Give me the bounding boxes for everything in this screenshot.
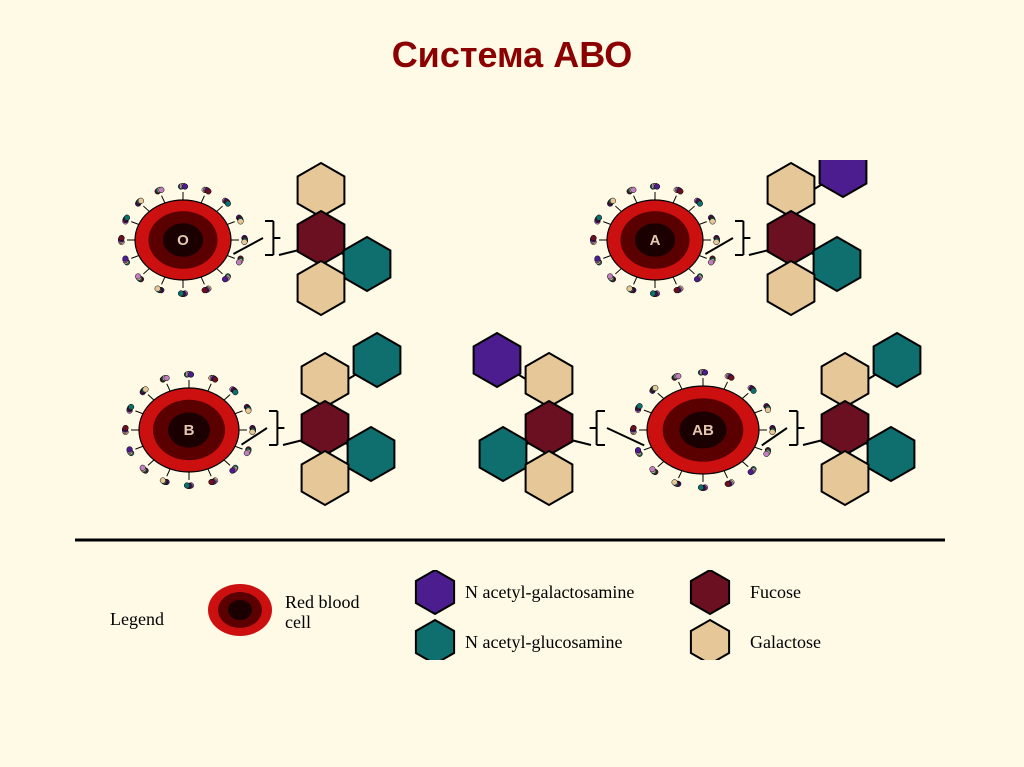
abo-diagram: OABAB bbox=[65, 160, 965, 620]
svg-text:Red blood: Red blood bbox=[285, 592, 360, 612]
svg-text:Fucose: Fucose bbox=[750, 582, 801, 602]
svg-text:O: O bbox=[177, 232, 189, 249]
page-title: Система АВО bbox=[0, 34, 1024, 76]
svg-text:Galactose: Galactose bbox=[750, 632, 821, 652]
svg-text:cell: cell bbox=[285, 612, 311, 632]
svg-text:A: A bbox=[650, 232, 661, 249]
svg-text:B: B bbox=[184, 422, 195, 439]
svg-text:AB: AB bbox=[692, 422, 714, 439]
legend: Legend Red bloodcell N acetyl-galactosamin… bbox=[70, 570, 960, 660]
svg-text:Legend: Legend bbox=[110, 609, 164, 629]
svg-text:N acetyl-galactosamine: N acetyl-galactosamine bbox=[465, 582, 634, 602]
svg-text:N acetyl-glucosamine: N acetyl-glucosamine bbox=[465, 632, 622, 652]
